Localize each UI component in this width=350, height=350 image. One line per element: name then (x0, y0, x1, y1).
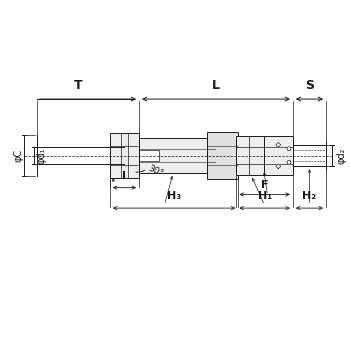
Text: I: I (122, 171, 126, 181)
Circle shape (287, 147, 291, 150)
Text: T: T (74, 79, 83, 92)
Polygon shape (276, 142, 281, 147)
Bar (236, 136, 264, 175)
Bar (264, 136, 293, 175)
Polygon shape (276, 164, 281, 169)
Bar (110, 133, 139, 178)
Text: H₃: H₃ (167, 191, 181, 201)
Text: φd₁: φd₁ (37, 147, 47, 164)
Text: S: S (305, 79, 314, 92)
Text: L: L (212, 79, 220, 92)
Text: 30°: 30° (147, 164, 165, 179)
Text: H₂: H₂ (302, 191, 316, 201)
Bar (207, 132, 238, 179)
Circle shape (287, 160, 291, 164)
Text: φd₂: φd₂ (337, 147, 346, 164)
Bar (139, 150, 159, 161)
Text: φC: φC (13, 149, 23, 162)
Text: H₁: H₁ (258, 191, 272, 201)
Text: F: F (261, 180, 268, 190)
Bar (139, 138, 215, 173)
